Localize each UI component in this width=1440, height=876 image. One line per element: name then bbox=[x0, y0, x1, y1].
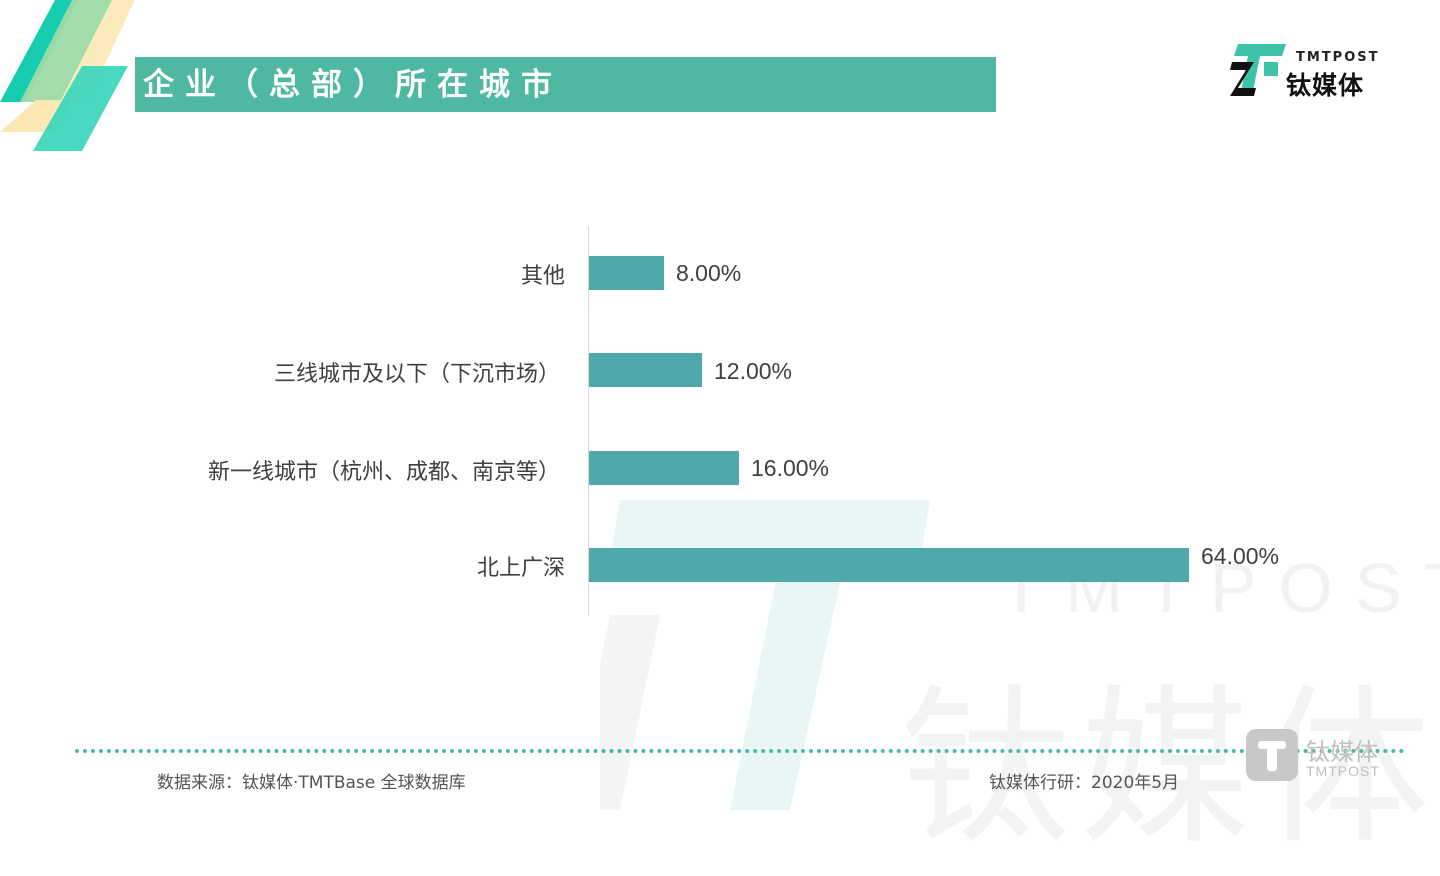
category-label: 三线城市及以下（下沉市场） bbox=[273, 362, 560, 387]
title-bar bbox=[135, 57, 996, 112]
category-label: 其他 bbox=[520, 264, 565, 289]
value-label: 8.00% bbox=[676, 260, 742, 286]
bar bbox=[589, 353, 702, 387]
tmtpost-logo-icon bbox=[1230, 44, 1286, 96]
value-label: 16.00% bbox=[751, 455, 830, 481]
page-title: 企业（总部）所在城市 bbox=[143, 67, 563, 103]
watermark-logo-icon bbox=[600, 500, 930, 810]
footer-logo-text-en: TMTPOST bbox=[1306, 763, 1380, 779]
footer-logo-text-cn: 钛媒体 bbox=[1306, 738, 1378, 766]
decorative-stripes bbox=[0, 0, 135, 151]
value-label: 12.00% bbox=[714, 358, 793, 384]
logo-text-cn: 钛媒体 bbox=[1286, 71, 1365, 100]
value-label: 64.00% bbox=[1201, 543, 1280, 569]
category-label: 新一线城市（杭州、成都、南京等） bbox=[207, 460, 560, 485]
report-date: 钛媒体行研：2020年5月 bbox=[989, 773, 1180, 793]
bar bbox=[589, 548, 1189, 582]
bar bbox=[589, 256, 664, 290]
category-label: 北上广深 bbox=[476, 556, 565, 581]
chart-axis bbox=[588, 226, 589, 616]
footer-divider bbox=[75, 749, 1405, 753]
logo-text-en: TMTPOST bbox=[1296, 50, 1380, 65]
bar bbox=[589, 451, 739, 485]
data-source: 数据来源：钛媒体·TMTBase 全球数据库 bbox=[157, 773, 466, 793]
footer-logo-icon bbox=[1246, 729, 1298, 781]
